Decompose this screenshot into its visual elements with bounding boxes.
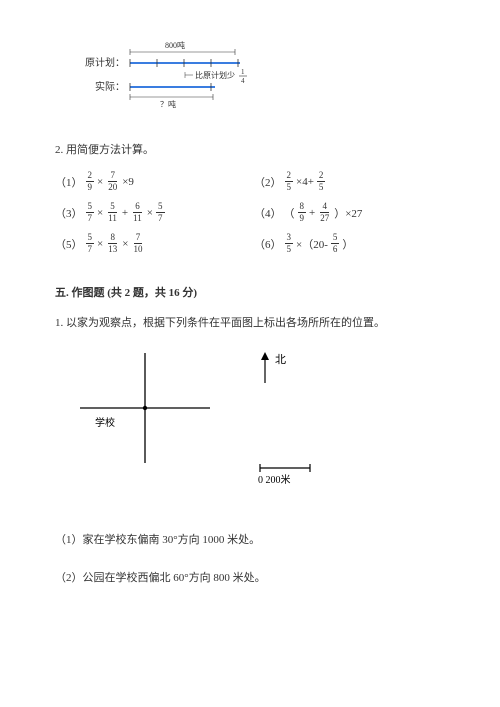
school-label: 学校: [95, 416, 115, 429]
problem-index: （5）: [55, 236, 83, 252]
plan-diagram: 800吨 原计划： 比原计划少 1 4 实际： ？吨: [85, 40, 445, 113]
fraction: 25: [317, 171, 326, 192]
fraction: 57: [156, 202, 165, 223]
bottom-unit-label: ？吨: [160, 99, 176, 109]
problem-item: （4）（89 + 427 ）×27: [254, 202, 445, 223]
svg-text:4: 4: [241, 77, 245, 85]
subquestion-2: （2）公园在学校西偏北 60°方向 800 米处。: [55, 569, 445, 585]
scale-label: 0 200米: [258, 473, 291, 486]
fraction: 813: [106, 233, 119, 254]
subquestion-1: （1）家在学校东偏南 30°方向 1000 米处。: [55, 531, 445, 547]
problem-index: （6）: [254, 236, 282, 252]
problem-index: （1）: [55, 174, 83, 190]
fraction: 57: [86, 233, 95, 254]
problem-item: （1）29 × 720 ×9: [55, 171, 246, 192]
problem-item: （2）25 ×4+ 25: [254, 171, 445, 192]
problems-grid: （1）29 × 720 ×9 （2）25 ×4+ 25 （3）57 × 511 + …: [55, 171, 445, 254]
svg-text:1: 1: [241, 68, 245, 76]
note-label: 比原计划少: [195, 70, 235, 80]
fraction: 427: [318, 202, 331, 223]
map-figure: 北 学校 0 200米: [65, 348, 445, 501]
actual-label: 实际：: [95, 80, 125, 93]
fraction: 710: [131, 233, 144, 254]
problem-item: （3）57 × 511 + 611 × 57: [55, 202, 246, 223]
fraction: 57: [86, 202, 95, 223]
section5-header: 五. 作图题 (共 2 题，共 16 分): [55, 284, 445, 300]
problem-index: （2）: [254, 174, 282, 190]
section2-label: 2. 用简便方法计算。: [55, 141, 445, 157]
problem-item: （5）57 × 813 × 710: [55, 233, 246, 254]
fraction: 611: [131, 202, 144, 223]
section5-q1: 1. 以家为观察点，根据下列条件在平面图上标出各场所所在的位置。: [55, 314, 445, 330]
problem-index: （3）: [55, 205, 83, 221]
fraction: 25: [285, 171, 294, 192]
plan-diagram-svg: 800吨 原计划： 比原计划少 1 4 实际： ？吨: [85, 40, 285, 110]
fraction: 720: [106, 171, 119, 192]
fraction: 35: [285, 233, 294, 254]
top-unit-label: 800吨: [165, 40, 185, 50]
map-svg: 北 学校 0 200米: [65, 348, 365, 498]
fraction: 29: [86, 171, 95, 192]
problem-item: （6）35 ×（20- 56 ）: [254, 233, 445, 254]
fraction: 56: [331, 233, 340, 254]
fraction: 511: [106, 202, 119, 223]
plan-label: 原计划：: [85, 56, 125, 69]
north-label: 北: [275, 353, 286, 366]
fraction: 89: [298, 202, 307, 223]
problem-index: （4）: [254, 205, 282, 221]
